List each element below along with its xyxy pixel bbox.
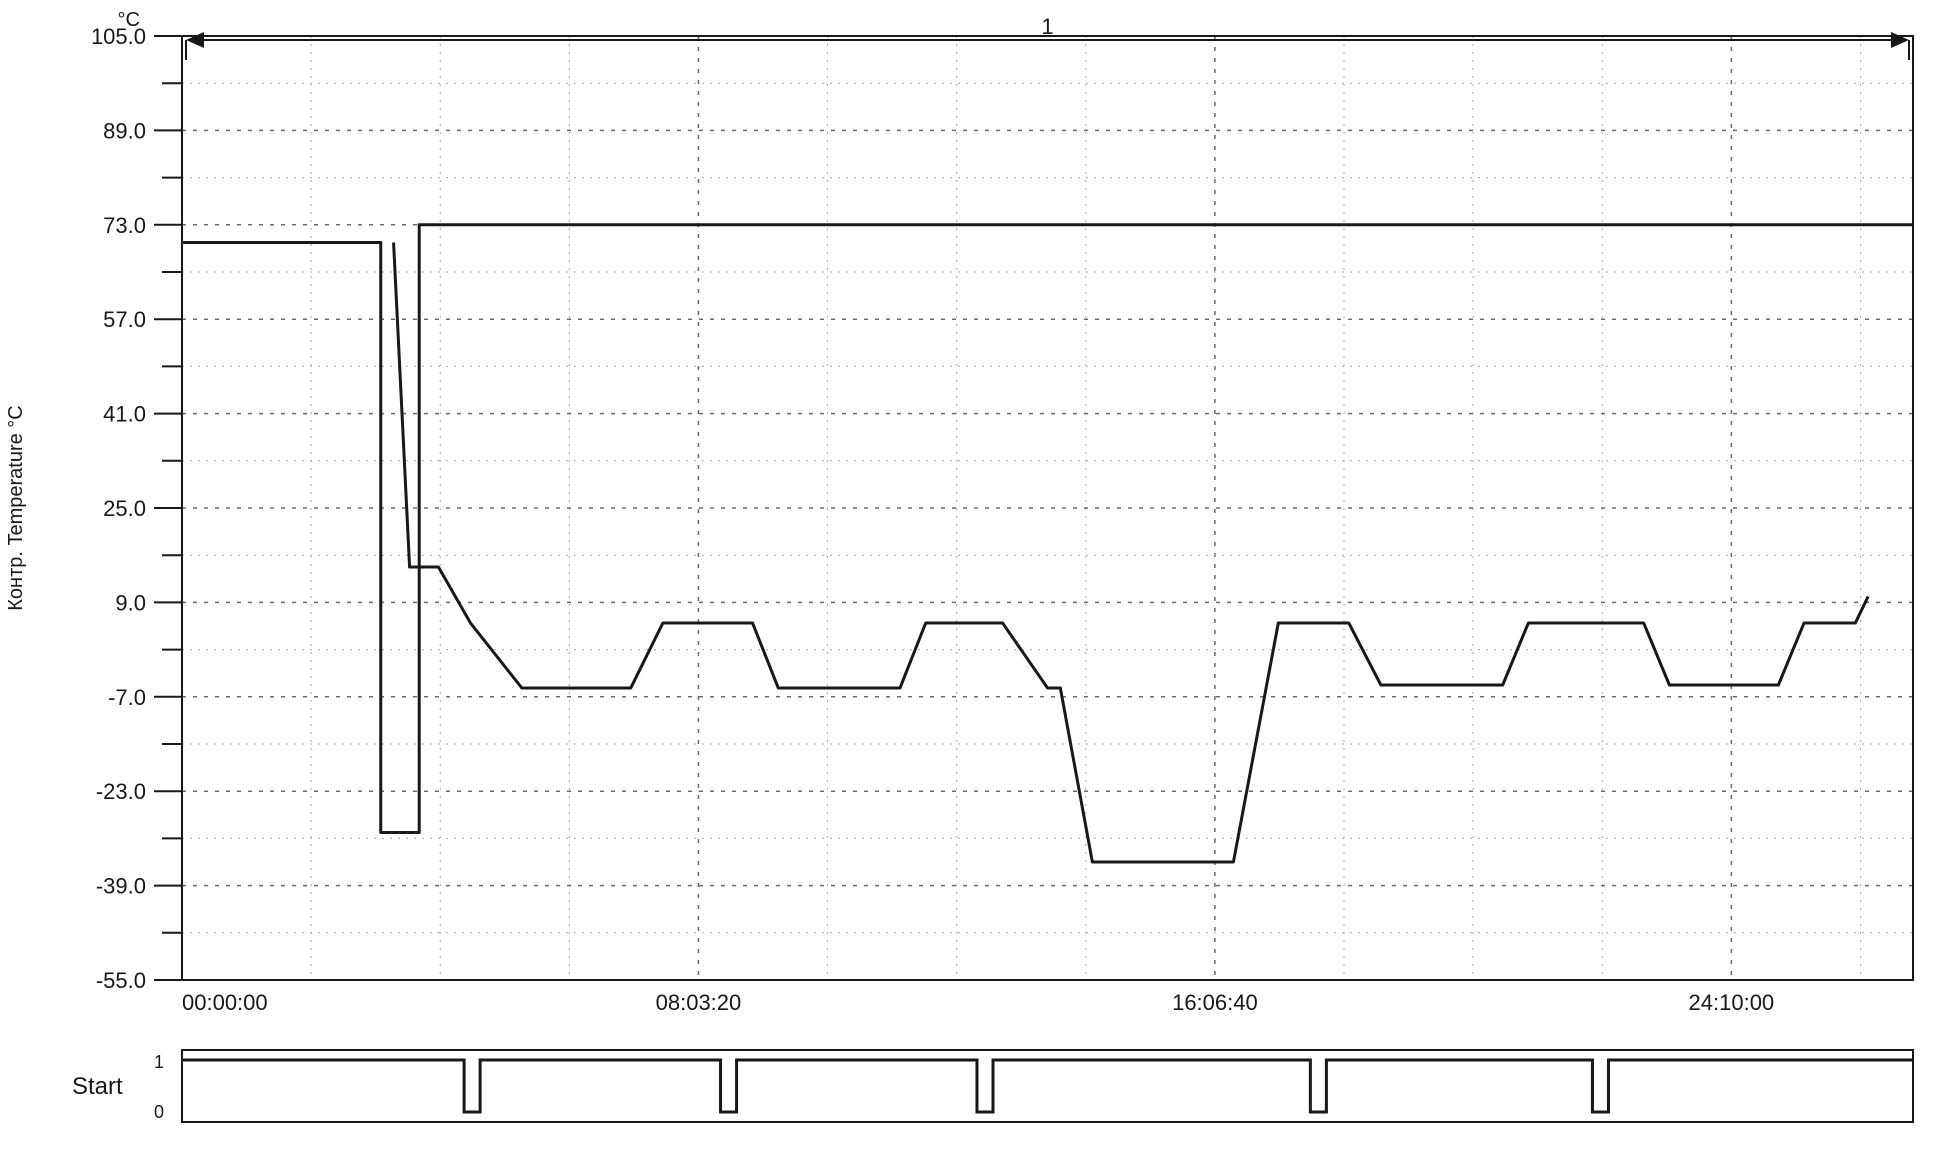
ytick-label: -7.0 [108,685,146,710]
xtick-label: 00:00:00 [182,990,268,1015]
ytick-label: 9.0 [115,590,146,615]
chart-root: 105.089.073.057.041.025.09.0-7.0-23.0-39… [0,0,1937,1155]
xtick-label: 16:06:40 [1172,990,1258,1015]
y-axis-title: Контр. Temperature °C [5,405,27,611]
unit-label: °C [118,9,140,31]
bracket-label: 1 [1041,14,1053,39]
start-level-1: 1 [154,1052,164,1072]
start-label: Start [72,1073,123,1100]
ytick-label: 41.0 [103,402,146,427]
ytick-label: -39.0 [96,874,146,899]
background [0,0,1937,1155]
xtick-label: 24:10:00 [1689,990,1775,1015]
start-level-0: 0 [154,1102,164,1122]
ytick-label: 57.0 [103,307,146,332]
chart-svg: 105.089.073.057.041.025.09.0-7.0-23.0-39… [0,0,1937,1155]
ytick-label: 89.0 [103,118,146,143]
ytick-label: 73.0 [103,213,146,238]
ytick-label: -55.0 [96,968,146,993]
ytick-label: -23.0 [96,779,146,804]
ytick-label: 25.0 [103,496,146,521]
xtick-label: 08:03:20 [656,990,742,1015]
